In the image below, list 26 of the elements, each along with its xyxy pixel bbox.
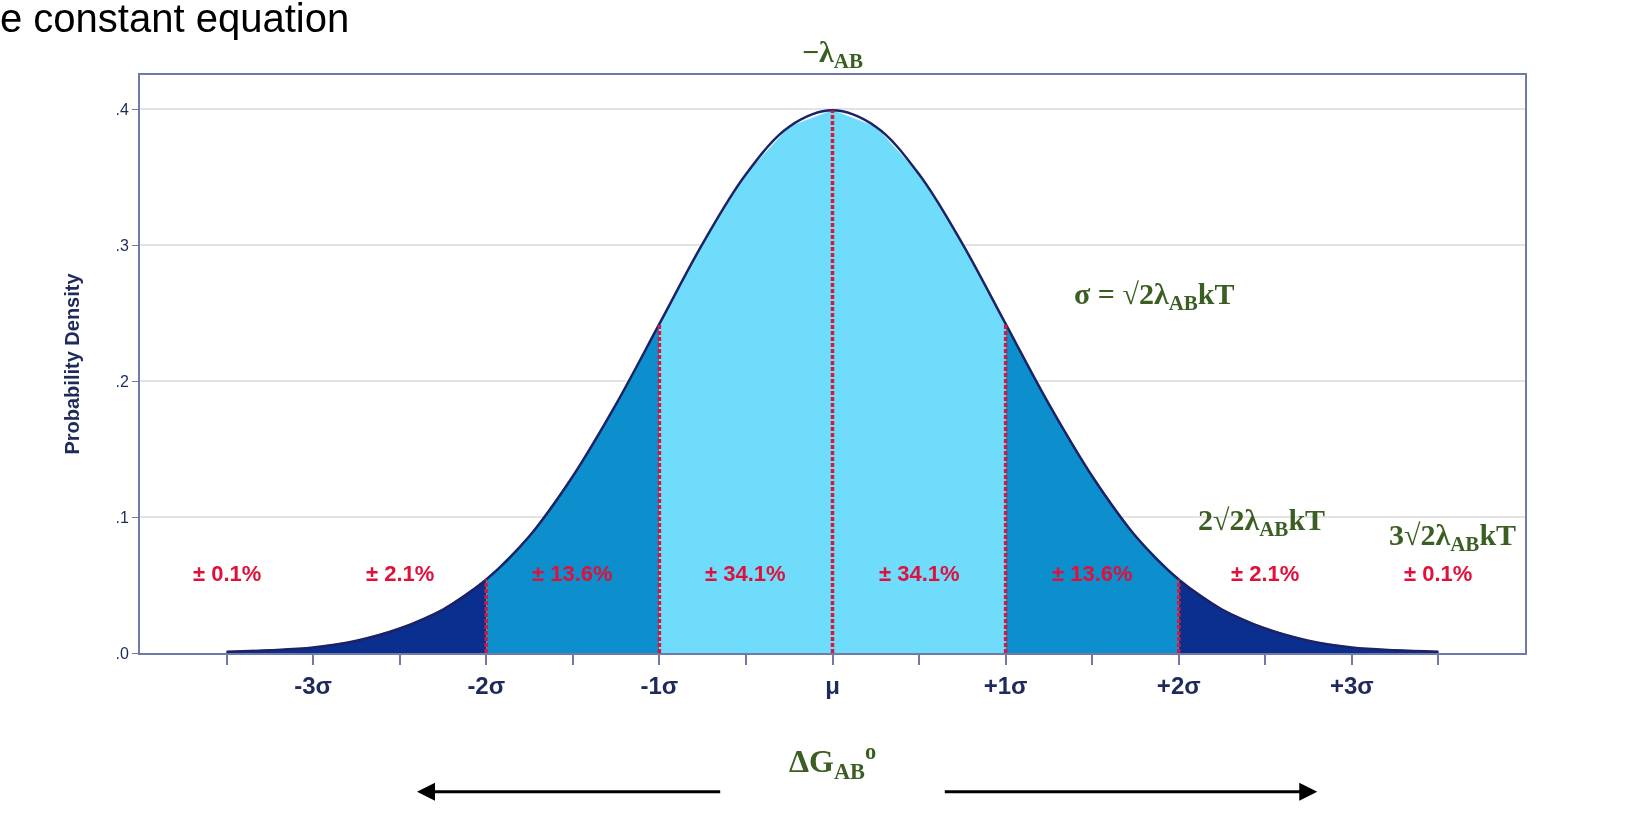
annotation: ± 13.6% [532, 561, 613, 586]
annotation: ± 34.1% [705, 561, 786, 586]
x-tick-label: +3σ [1329, 671, 1374, 699]
annotation: ± 0.1% [1404, 561, 1473, 586]
x-tick-label: +2σ [1156, 671, 1201, 699]
x-tick-label: μ [825, 671, 840, 699]
x-tick-label: -1σ [640, 671, 679, 699]
annotation: 3√2λ$_{AB}$kT [1389, 518, 1517, 557]
y-tick-label: .1 [115, 508, 129, 526]
text: −λ$_{AB}$ [802, 35, 864, 74]
annotation: ± 0.1% [193, 561, 262, 586]
chart-title: e constant equation [0, 0, 350, 41]
y-tick-label: .2 [115, 372, 129, 390]
y-tick-label: .0 [115, 644, 129, 662]
annotation: σ = √2λ$_{AB}$kT [1074, 277, 1235, 316]
x-tick-label: -3σ [294, 671, 333, 699]
annotation: ± 13.6% [1052, 561, 1133, 586]
annotation: ± 34.1% [879, 561, 960, 586]
annotation: ± 2.1% [1231, 561, 1300, 586]
annotation: ± 2.1% [366, 561, 435, 586]
x-tick-label: +1σ [983, 671, 1028, 699]
y-tick-label: .4 [115, 100, 129, 118]
x-tick-label: -2σ [467, 671, 506, 699]
y-tick-label: .3 [115, 236, 129, 254]
y-axis-title: Probability Density [61, 272, 84, 455]
annotation: 2√2λ$_{AB}$kT [1198, 503, 1326, 542]
